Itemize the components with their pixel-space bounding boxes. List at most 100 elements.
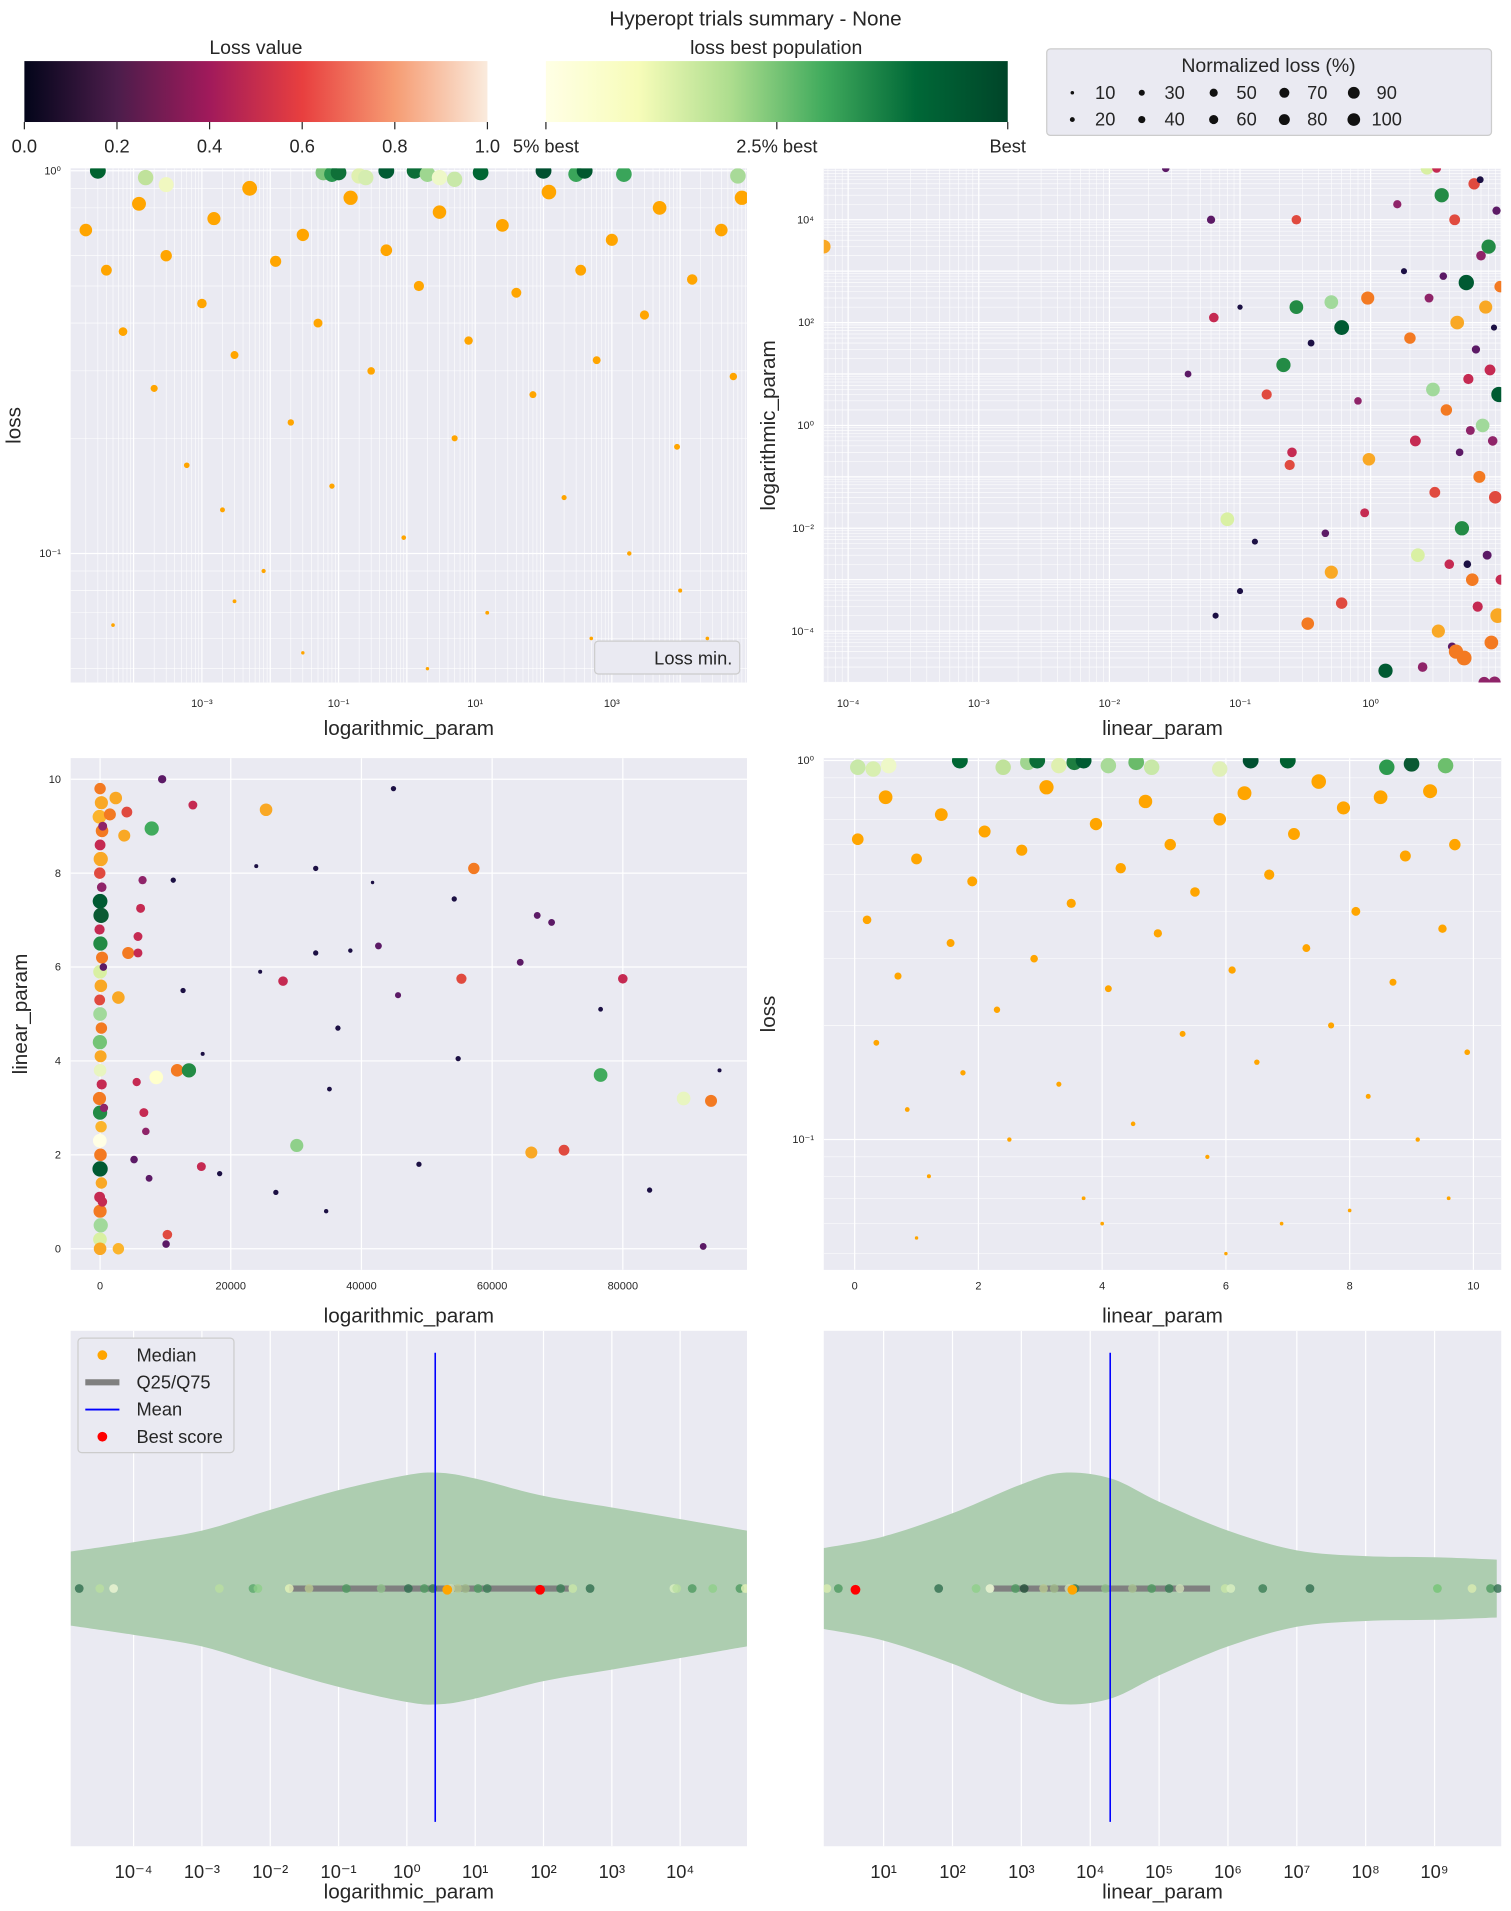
size-legend-marker	[1070, 90, 1075, 95]
legend-frame	[594, 640, 741, 675]
data-point	[525, 1146, 538, 1159]
y-tick-label: 2	[55, 1150, 61, 1162]
data-point	[1007, 1137, 1012, 1142]
data-point	[686, 274, 698, 285]
size-legend-label: 40	[1165, 109, 1185, 130]
y-axis-label: logarithmic_param	[757, 340, 780, 510]
data-point	[1258, 1584, 1268, 1593]
data-point	[1472, 601, 1483, 612]
data-point	[1328, 1022, 1335, 1029]
data-point	[529, 391, 537, 399]
data-point	[1051, 758, 1067, 774]
data-point	[259, 803, 273, 817]
data-point	[1429, 486, 1441, 498]
data-point	[214, 1584, 224, 1593]
data-point	[270, 255, 282, 267]
data-point	[99, 1103, 109, 1113]
chart-panel-3: 0 20000 40000 60000 80000 0 2 4 6 8 10 logarithmic_…	[9, 758, 747, 1327]
data-point	[618, 973, 628, 984]
data-point	[1423, 784, 1438, 799]
data-point	[118, 327, 128, 336]
data-point	[370, 880, 375, 885]
data-point	[993, 1006, 1001, 1013]
data-point	[708, 1584, 718, 1593]
data-point	[639, 310, 650, 320]
data-point	[180, 987, 186, 994]
data-point	[934, 1584, 944, 1593]
y-tick-label: 10⁴	[797, 214, 814, 226]
y-tick-label: 10²	[798, 317, 814, 329]
y-tick-label: 10⁻¹	[792, 1134, 814, 1146]
data-point	[1473, 470, 1486, 483]
data-point	[394, 992, 402, 999]
y-tick-label: 6	[55, 962, 61, 974]
size-legend-label: 50	[1236, 82, 1256, 103]
data-point	[217, 1170, 223, 1177]
colorbar-tick-label: 5% best	[513, 135, 579, 156]
x-tick-label: 10¹	[467, 698, 483, 710]
data-point	[230, 351, 239, 360]
x-tick-label: 10⁻¹	[321, 1861, 357, 1882]
colorbar-tick-label: 2.5% best	[736, 135, 817, 156]
data-point	[946, 939, 955, 948]
data-point	[242, 180, 258, 196]
data-point	[95, 1584, 105, 1593]
data-point	[1128, 1584, 1137, 1593]
data-point	[1016, 844, 1028, 856]
data-point	[1291, 214, 1302, 225]
data-point	[93, 1218, 108, 1233]
data-point	[413, 280, 425, 292]
x-tick-label: 10¹	[462, 1861, 488, 1882]
data-point	[472, 168, 489, 181]
data-point	[1476, 176, 1484, 184]
data-point	[416, 1161, 422, 1167]
data-point	[1030, 954, 1038, 963]
data-point	[130, 1155, 138, 1164]
data-point	[556, 1584, 566, 1593]
data-point	[93, 1242, 107, 1256]
data-point	[473, 1584, 483, 1593]
legend-frame	[1046, 48, 1493, 137]
y-axis-label: loss	[757, 996, 780, 1033]
legend-label: Loss min.	[654, 647, 732, 668]
data-point	[1039, 780, 1054, 795]
data-point	[1454, 521, 1470, 536]
data-point	[967, 876, 978, 887]
data-point	[558, 1144, 570, 1156]
data-point	[734, 190, 747, 205]
data-point	[1354, 397, 1362, 405]
data-point	[911, 853, 922, 865]
data-point	[1446, 1196, 1451, 1201]
size-legend-marker	[1279, 87, 1290, 98]
x-tick-label: 10⁻³	[184, 1861, 220, 1882]
data-point	[132, 196, 146, 211]
data-point	[1307, 339, 1315, 347]
data-point	[406, 168, 423, 179]
data-point	[94, 979, 108, 993]
x-tick-label: 0	[852, 1280, 858, 1292]
x-tick-label: 10¹	[870, 1861, 896, 1882]
data-point	[1431, 624, 1445, 638]
data-point	[1242, 758, 1259, 769]
data-point	[1449, 838, 1461, 851]
x-tick-label: 10⁸	[1352, 1861, 1380, 1882]
data-point	[170, 877, 176, 883]
data-point	[729, 372, 738, 381]
x-tick-label: 2	[975, 1280, 981, 1292]
data-point	[516, 958, 524, 966]
data-point	[1100, 758, 1117, 774]
data-point	[92, 893, 108, 909]
data-point	[1493, 1584, 1502, 1593]
data-point	[133, 932, 143, 941]
data-point	[1206, 215, 1216, 224]
data-point	[1081, 1196, 1086, 1201]
x-axis-label: linear_param	[1102, 1304, 1223, 1327]
data-point	[1190, 887, 1200, 897]
data-point	[672, 1584, 682, 1593]
data-points	[92, 775, 722, 1256]
size-legend-label: 90	[1377, 82, 1397, 103]
data-point	[740, 1584, 747, 1593]
data-point	[1321, 529, 1330, 538]
data-point	[133, 948, 143, 958]
data-point	[1465, 425, 1475, 435]
